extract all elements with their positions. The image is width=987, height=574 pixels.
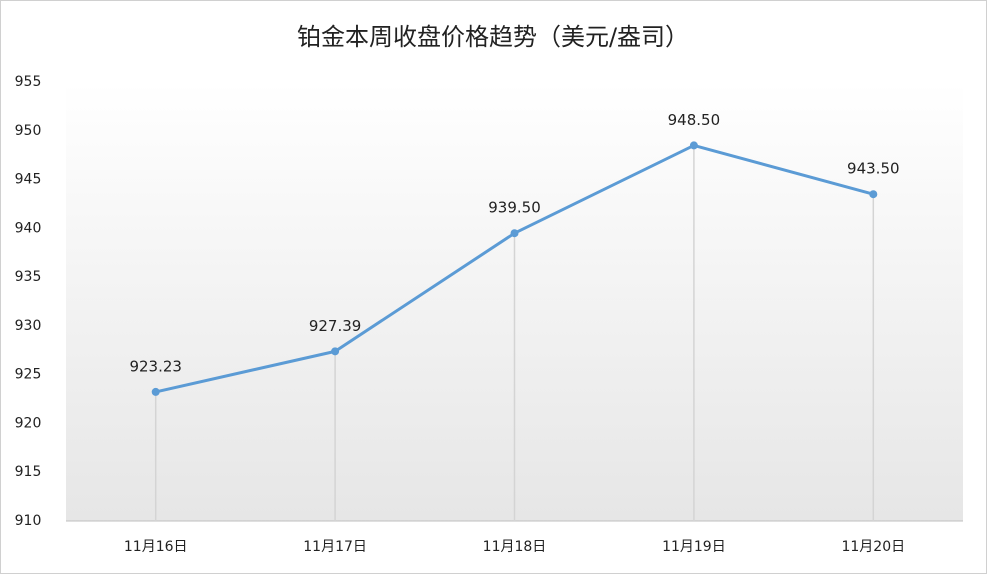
x-tick-label: 11月17日 <box>303 539 367 555</box>
y-tick-label: 945 <box>15 172 42 188</box>
y-tick-label: 920 <box>15 415 42 431</box>
y-tick-label: 950 <box>15 123 42 139</box>
y-tick-label: 955 <box>15 74 42 90</box>
data-label: 948.50 <box>668 111 721 129</box>
y-tick-label: 930 <box>15 318 42 334</box>
data-label: 943.50 <box>847 160 900 178</box>
data-point <box>331 347 340 356</box>
x-tick-label: 11月16日 <box>124 539 188 555</box>
chart-title: 铂金本周收盘价格趋势（美元/盎司） <box>297 23 689 51</box>
y-tick-label: 925 <box>15 367 42 383</box>
data-label: 923.23 <box>129 357 182 375</box>
data-point <box>510 229 519 238</box>
y-tick-label: 910 <box>15 513 42 529</box>
x-tick-label: 11月19日 <box>662 539 726 555</box>
data-label: 927.39 <box>309 317 362 335</box>
data-point <box>689 141 698 150</box>
y-tick-label: 935 <box>15 269 42 285</box>
data-point <box>869 190 878 199</box>
data-label: 939.50 <box>488 199 541 217</box>
y-tick-label: 940 <box>15 220 42 236</box>
y-tick-label: 915 <box>15 464 42 480</box>
data-point <box>151 387 160 396</box>
x-tick-label: 11月18日 <box>483 539 547 555</box>
x-tick-label: 11月20日 <box>841 539 905 555</box>
